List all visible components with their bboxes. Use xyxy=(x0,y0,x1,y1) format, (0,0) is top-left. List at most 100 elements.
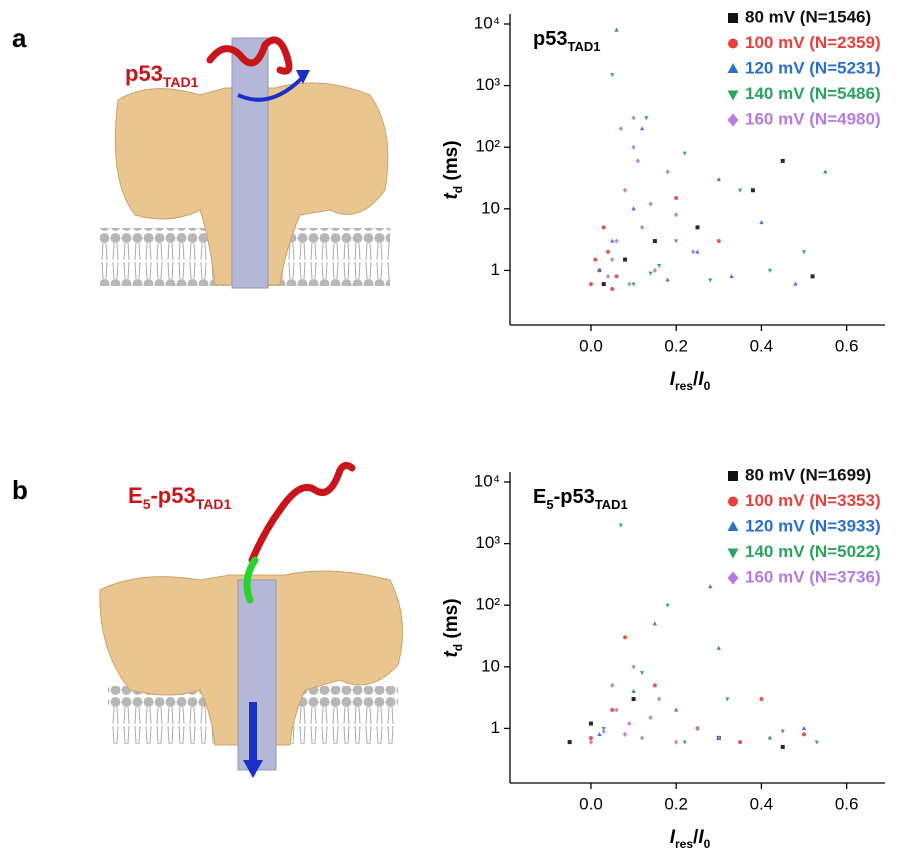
y-tick-label: 10⁴ xyxy=(474,471,500,490)
x-axis-label-part: / xyxy=(693,369,699,390)
point xyxy=(622,187,628,193)
x-tick-label: 0.2 xyxy=(664,336,688,355)
point xyxy=(673,212,679,218)
legend-label: 120 mV (N=5231) xyxy=(745,58,881,77)
protein-label-part: p53 xyxy=(125,61,163,86)
point xyxy=(695,725,700,732)
point xyxy=(750,188,755,193)
point xyxy=(780,729,785,734)
protein-label: p53TAD1 xyxy=(125,61,199,90)
point xyxy=(767,268,773,273)
y-axis-label-part: t xyxy=(441,651,462,658)
point xyxy=(801,726,807,731)
point xyxy=(639,735,645,741)
point xyxy=(665,169,670,175)
point xyxy=(610,682,615,688)
legend-marker xyxy=(728,496,738,507)
legend-marker xyxy=(727,548,739,559)
y-axis-label-part: d xyxy=(451,186,465,193)
legend-marker xyxy=(727,521,739,531)
point xyxy=(588,739,594,745)
point xyxy=(708,278,713,283)
point xyxy=(814,740,820,745)
point xyxy=(823,169,828,174)
y-axis-label-part: t xyxy=(441,193,462,200)
point xyxy=(614,27,619,32)
legend-marker xyxy=(727,90,739,101)
y-axis-label: td (ms) xyxy=(441,140,465,199)
x-tick-label: 0.2 xyxy=(664,794,688,813)
y-tick-label: 1 xyxy=(491,260,500,279)
legend-marker xyxy=(728,38,738,49)
point xyxy=(802,732,807,737)
point xyxy=(682,740,687,745)
y-tick-label: 10² xyxy=(475,137,500,156)
point xyxy=(656,263,662,268)
x-tick-label: 0.6 xyxy=(835,336,859,355)
point xyxy=(588,735,593,740)
legend-label: 120 mV (N=3933) xyxy=(745,516,881,535)
legend-marker xyxy=(728,13,738,23)
point xyxy=(614,707,619,713)
point xyxy=(767,735,773,740)
point xyxy=(597,731,602,736)
x-tick-label: 0.4 xyxy=(750,794,774,813)
x-axis-label-part: 0 xyxy=(704,379,711,393)
panel-letter: b xyxy=(12,475,28,505)
legend-label: 100 mV (N=3353) xyxy=(745,491,881,510)
x-axis-label-part: / xyxy=(693,827,699,848)
chart-title-part: p53 xyxy=(533,28,567,50)
x-tick-label: 0.4 xyxy=(750,336,774,355)
point xyxy=(656,696,662,702)
point xyxy=(648,271,653,276)
point xyxy=(673,739,679,745)
point xyxy=(631,697,636,702)
x-tick-label: 0.6 xyxy=(835,794,859,813)
y-tick-label: 10 xyxy=(481,656,500,675)
x-axis-label-part: res xyxy=(675,837,693,851)
point xyxy=(644,116,649,121)
point xyxy=(691,249,696,255)
point xyxy=(759,697,764,702)
y-tick-label: 10 xyxy=(481,198,500,217)
point xyxy=(635,158,641,164)
illustration-b xyxy=(99,461,403,778)
point xyxy=(597,268,602,273)
point xyxy=(631,282,636,287)
point xyxy=(673,239,679,244)
point xyxy=(606,249,611,254)
point xyxy=(610,238,615,243)
chart-title-part: 5 xyxy=(546,497,553,512)
point xyxy=(601,225,606,230)
point xyxy=(652,621,658,626)
x-axis-label: Ires/I0 xyxy=(670,827,711,851)
point xyxy=(639,126,645,131)
x-tick-label: 0.0 xyxy=(579,794,603,813)
point xyxy=(673,707,679,712)
x-axis-label-part: I xyxy=(698,827,704,848)
point xyxy=(614,274,619,279)
point xyxy=(639,671,645,676)
protein-label-part: TAD1 xyxy=(163,74,199,90)
point xyxy=(759,220,764,225)
y-axis-label-part: (ms) xyxy=(441,598,462,643)
legend-label: 140 mV (N=5022) xyxy=(745,542,881,561)
point xyxy=(793,281,798,286)
x-axis-label-part: I xyxy=(698,369,704,390)
legend-label: 80 mV (N=1546) xyxy=(745,7,871,26)
point xyxy=(627,281,632,287)
point xyxy=(618,126,623,132)
point xyxy=(631,115,636,121)
chart-title: E5-p53TAD1 xyxy=(533,486,628,512)
point xyxy=(648,714,653,721)
point xyxy=(623,635,628,640)
point xyxy=(716,177,722,182)
point xyxy=(618,523,623,528)
y-tick-label: 10² xyxy=(475,595,500,614)
point xyxy=(588,721,593,726)
y-axis-label: td (ms) xyxy=(441,598,465,657)
point xyxy=(631,664,636,670)
point xyxy=(674,195,679,200)
protein-label-part: -p53 xyxy=(150,483,195,508)
